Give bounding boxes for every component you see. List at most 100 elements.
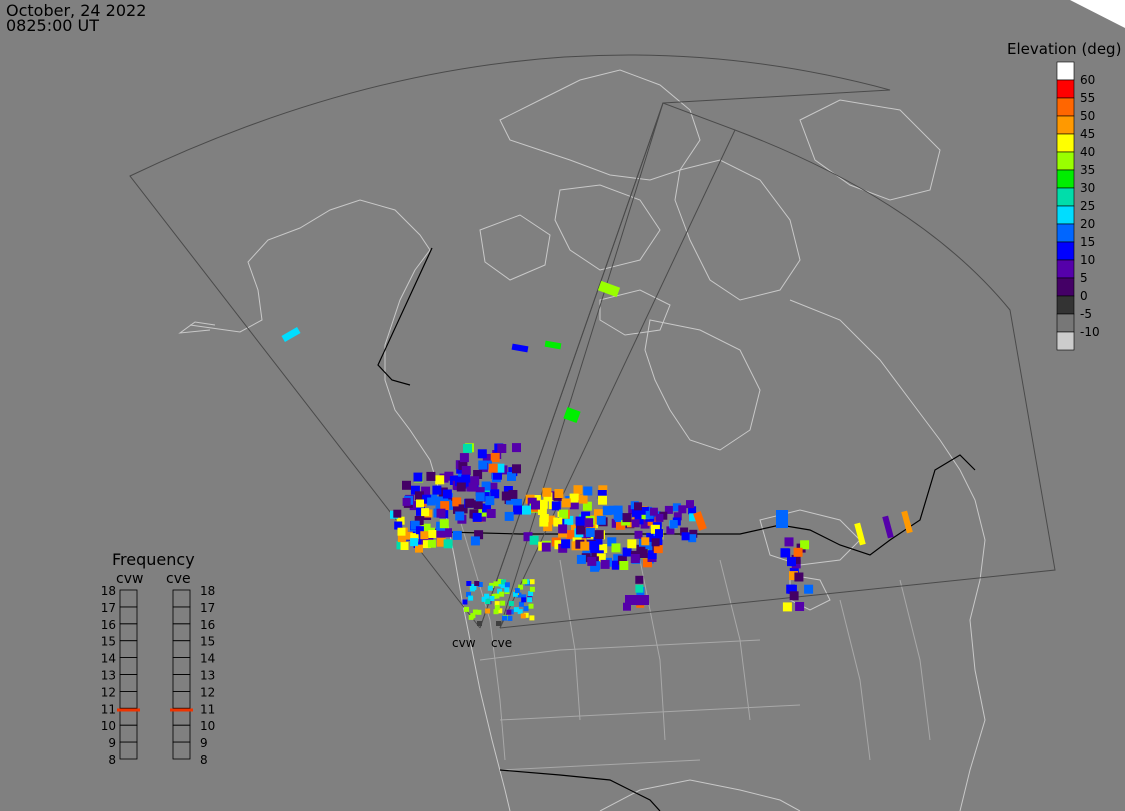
echo-cell [641, 511, 650, 520]
echo-cell [854, 522, 866, 546]
echo-cell [421, 523, 431, 533]
echo-cell [477, 449, 487, 459]
echo-cell [597, 490, 607, 499]
site-label-cve: cve [491, 636, 512, 650]
echo-cell [421, 508, 430, 517]
echo-cell [543, 522, 553, 532]
echo-cell [594, 509, 603, 519]
site-label-cvw: cvw [452, 636, 476, 650]
frequency-title: Frequency [112, 550, 195, 569]
legend-label: 25 [1080, 199, 1095, 213]
echo-cell [793, 547, 803, 557]
legend-label: 45 [1080, 127, 1095, 141]
echo-cell [512, 443, 521, 453]
echo-cell [493, 609, 499, 615]
frequency-cell [172, 741, 191, 760]
echo-cell [458, 504, 468, 514]
legend-label: 10 [1080, 253, 1095, 267]
echo-cell [455, 511, 465, 521]
echo-cell [800, 540, 810, 550]
legend-swatch [1056, 277, 1075, 297]
echo-cell [400, 542, 409, 550]
echo-cell [413, 472, 423, 482]
echo-cell [456, 482, 466, 492]
frequency-tick-left: 16 [101, 618, 116, 632]
echo-cell [494, 593, 500, 599]
echo-cell [472, 512, 482, 522]
echo-cell [641, 537, 650, 546]
echo-cell [497, 588, 503, 594]
frequency-cell [119, 623, 138, 642]
echo-cell [598, 485, 608, 495]
frequency-tick-left: 10 [101, 719, 116, 733]
echo-cell [539, 517, 549, 527]
echo-cell [528, 591, 534, 597]
echo-cell [495, 463, 505, 473]
echo-cell [471, 585, 477, 590]
echo-cell [517, 609, 523, 615]
echo-cell [521, 597, 527, 603]
frequency-cell [119, 691, 138, 709]
echo-cell [531, 500, 540, 510]
echo-cell [439, 519, 449, 529]
echo-cell [513, 505, 523, 515]
echo-cell [520, 613, 526, 619]
echo-cell [787, 557, 796, 567]
echo-cell [554, 489, 564, 498]
echo-cell [651, 538, 660, 547]
echo-cell [485, 599, 491, 605]
echo-cell [415, 544, 423, 553]
echo-cell [569, 500, 579, 510]
echo-cell [584, 518, 594, 528]
echo-cell [623, 602, 631, 611]
echo-cell [669, 520, 678, 529]
legend-swatch [1056, 187, 1075, 207]
echo-cell [440, 501, 450, 511]
echo-cell [631, 519, 640, 528]
echo-cell [513, 607, 519, 613]
echo-cell [507, 615, 513, 621]
echo-cell [575, 516, 585, 526]
echo-cell [686, 500, 694, 509]
echo-cell [607, 537, 617, 547]
frequency-tick-right: 14 [200, 652, 215, 666]
legend-swatch [1056, 241, 1075, 261]
echo-cell [484, 593, 490, 599]
echo-cell [588, 551, 598, 561]
echo-cell [414, 516, 424, 525]
frequency-radar-cvw: cvw [116, 571, 143, 587]
echo-cell [397, 527, 406, 536]
echo-cell [613, 554, 623, 564]
echo-cell [634, 530, 643, 539]
echo-cell [542, 487, 552, 497]
admin-borders [459, 519, 931, 771]
echo-cell [630, 554, 640, 563]
echo-cell [490, 489, 500, 499]
echo-cell [487, 585, 493, 591]
fields-of-view [129, 54, 1056, 629]
echo-cell [501, 491, 511, 501]
frequency-indicator [117, 708, 140, 712]
echo-cell [794, 572, 804, 582]
frequency-tick-right: 10 [200, 719, 215, 733]
frequency-cell [119, 589, 138, 608]
legend-label: -5 [1080, 307, 1092, 321]
echo-cell [541, 542, 551, 552]
echo-cell [500, 600, 506, 606]
echo-cell [513, 498, 522, 508]
echo-cell [452, 530, 462, 540]
echo-cell [543, 492, 553, 502]
frequency-cell [119, 606, 138, 625]
frequency-tick-left: 12 [101, 685, 116, 699]
echo-cell [493, 470, 502, 480]
echo-cell [410, 533, 419, 542]
echo-cell [485, 608, 491, 614]
echo-cell [422, 494, 432, 504]
echo-cell [443, 528, 452, 538]
echo-cell [465, 498, 475, 508]
frequency-cell [172, 606, 191, 625]
legend-swatch [1056, 169, 1075, 189]
echo-cell [655, 529, 663, 538]
echo-cell [645, 510, 654, 519]
echo-cell [689, 513, 698, 522]
